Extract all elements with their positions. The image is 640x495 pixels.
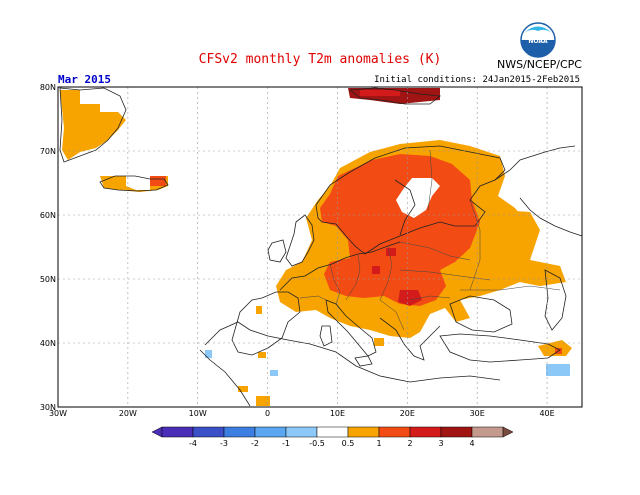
- agency-label: NWS/NCEP/CPC: [497, 58, 582, 71]
- y-tick-label: 80N: [40, 83, 56, 92]
- colorbar-label: 3: [438, 439, 443, 448]
- colorbar: -4 -3 -2 -1 -0.5 0.5 1 2 3 4: [151, 426, 514, 448]
- anomaly-patches: [60, 88, 572, 406]
- y-tick-label: 70N: [40, 147, 56, 156]
- colorbar-right-arrow: [502, 426, 514, 438]
- country-borders: [299, 149, 561, 331]
- colorbar-swatch: [223, 426, 256, 438]
- colorbar-swatch: [192, 426, 225, 438]
- colorbar-swatch: [161, 426, 194, 438]
- x-tick-label: 10E: [330, 409, 345, 418]
- y-tick-label: 40N: [40, 339, 56, 348]
- x-tick-label: 20E: [400, 409, 415, 418]
- x-tick-label: 30W: [49, 409, 67, 418]
- colorbar-swatch: [440, 426, 473, 438]
- colorbar-label: -2: [251, 439, 259, 448]
- colorbar-label: 0.5: [342, 439, 355, 448]
- forecast-month: Mar 2015: [58, 73, 111, 86]
- colorbar-swatch: [409, 426, 442, 438]
- x-tick-label: 20W: [119, 409, 137, 418]
- colorbar-swatch: [471, 426, 504, 438]
- noaa-logo: NOAA: [520, 22, 556, 58]
- x-tick-label: 30E: [470, 409, 485, 418]
- colorbar-swatch: [347, 426, 380, 438]
- colorbar-left-arrow: [151, 426, 163, 438]
- colorbar-swatch: [378, 426, 411, 438]
- colorbar-label: -0.5: [309, 439, 325, 448]
- colorbar-swatch: [254, 426, 287, 438]
- colorbar-label: -1: [282, 439, 290, 448]
- initial-conditions: Initial conditions: 24Jan2015-2Feb2015: [374, 75, 580, 85]
- colorbar-label: -3: [220, 439, 228, 448]
- colorbar-label: -4: [189, 439, 197, 448]
- x-tick-label: 10W: [189, 409, 207, 418]
- lat-lon-grid: [58, 87, 582, 407]
- map-frame: [57, 86, 583, 408]
- coastlines: [59, 87, 583, 407]
- axis-ticks: 30W 20W 10W 0 10E 20E 30E 40E 30N 40N 50N 60N 70N 80N: [40, 83, 555, 418]
- y-tick-label: 30N: [40, 403, 56, 412]
- x-tick-label: 0: [265, 409, 270, 418]
- colorbar-label: 4: [469, 439, 474, 448]
- map-title: CFSv2 monthly T2m anomalies (K): [198, 52, 442, 67]
- colorbar-label: 1: [376, 439, 381, 448]
- colorbar-swatch: [316, 426, 349, 438]
- colorbar-swatch: [285, 426, 318, 438]
- noaa-logo-text: NOAA: [528, 38, 548, 45]
- colorbar-label: 2: [407, 439, 412, 448]
- x-tick-label: 40E: [539, 409, 554, 418]
- y-tick-label: 50N: [40, 275, 56, 284]
- y-tick-label: 60N: [40, 211, 56, 220]
